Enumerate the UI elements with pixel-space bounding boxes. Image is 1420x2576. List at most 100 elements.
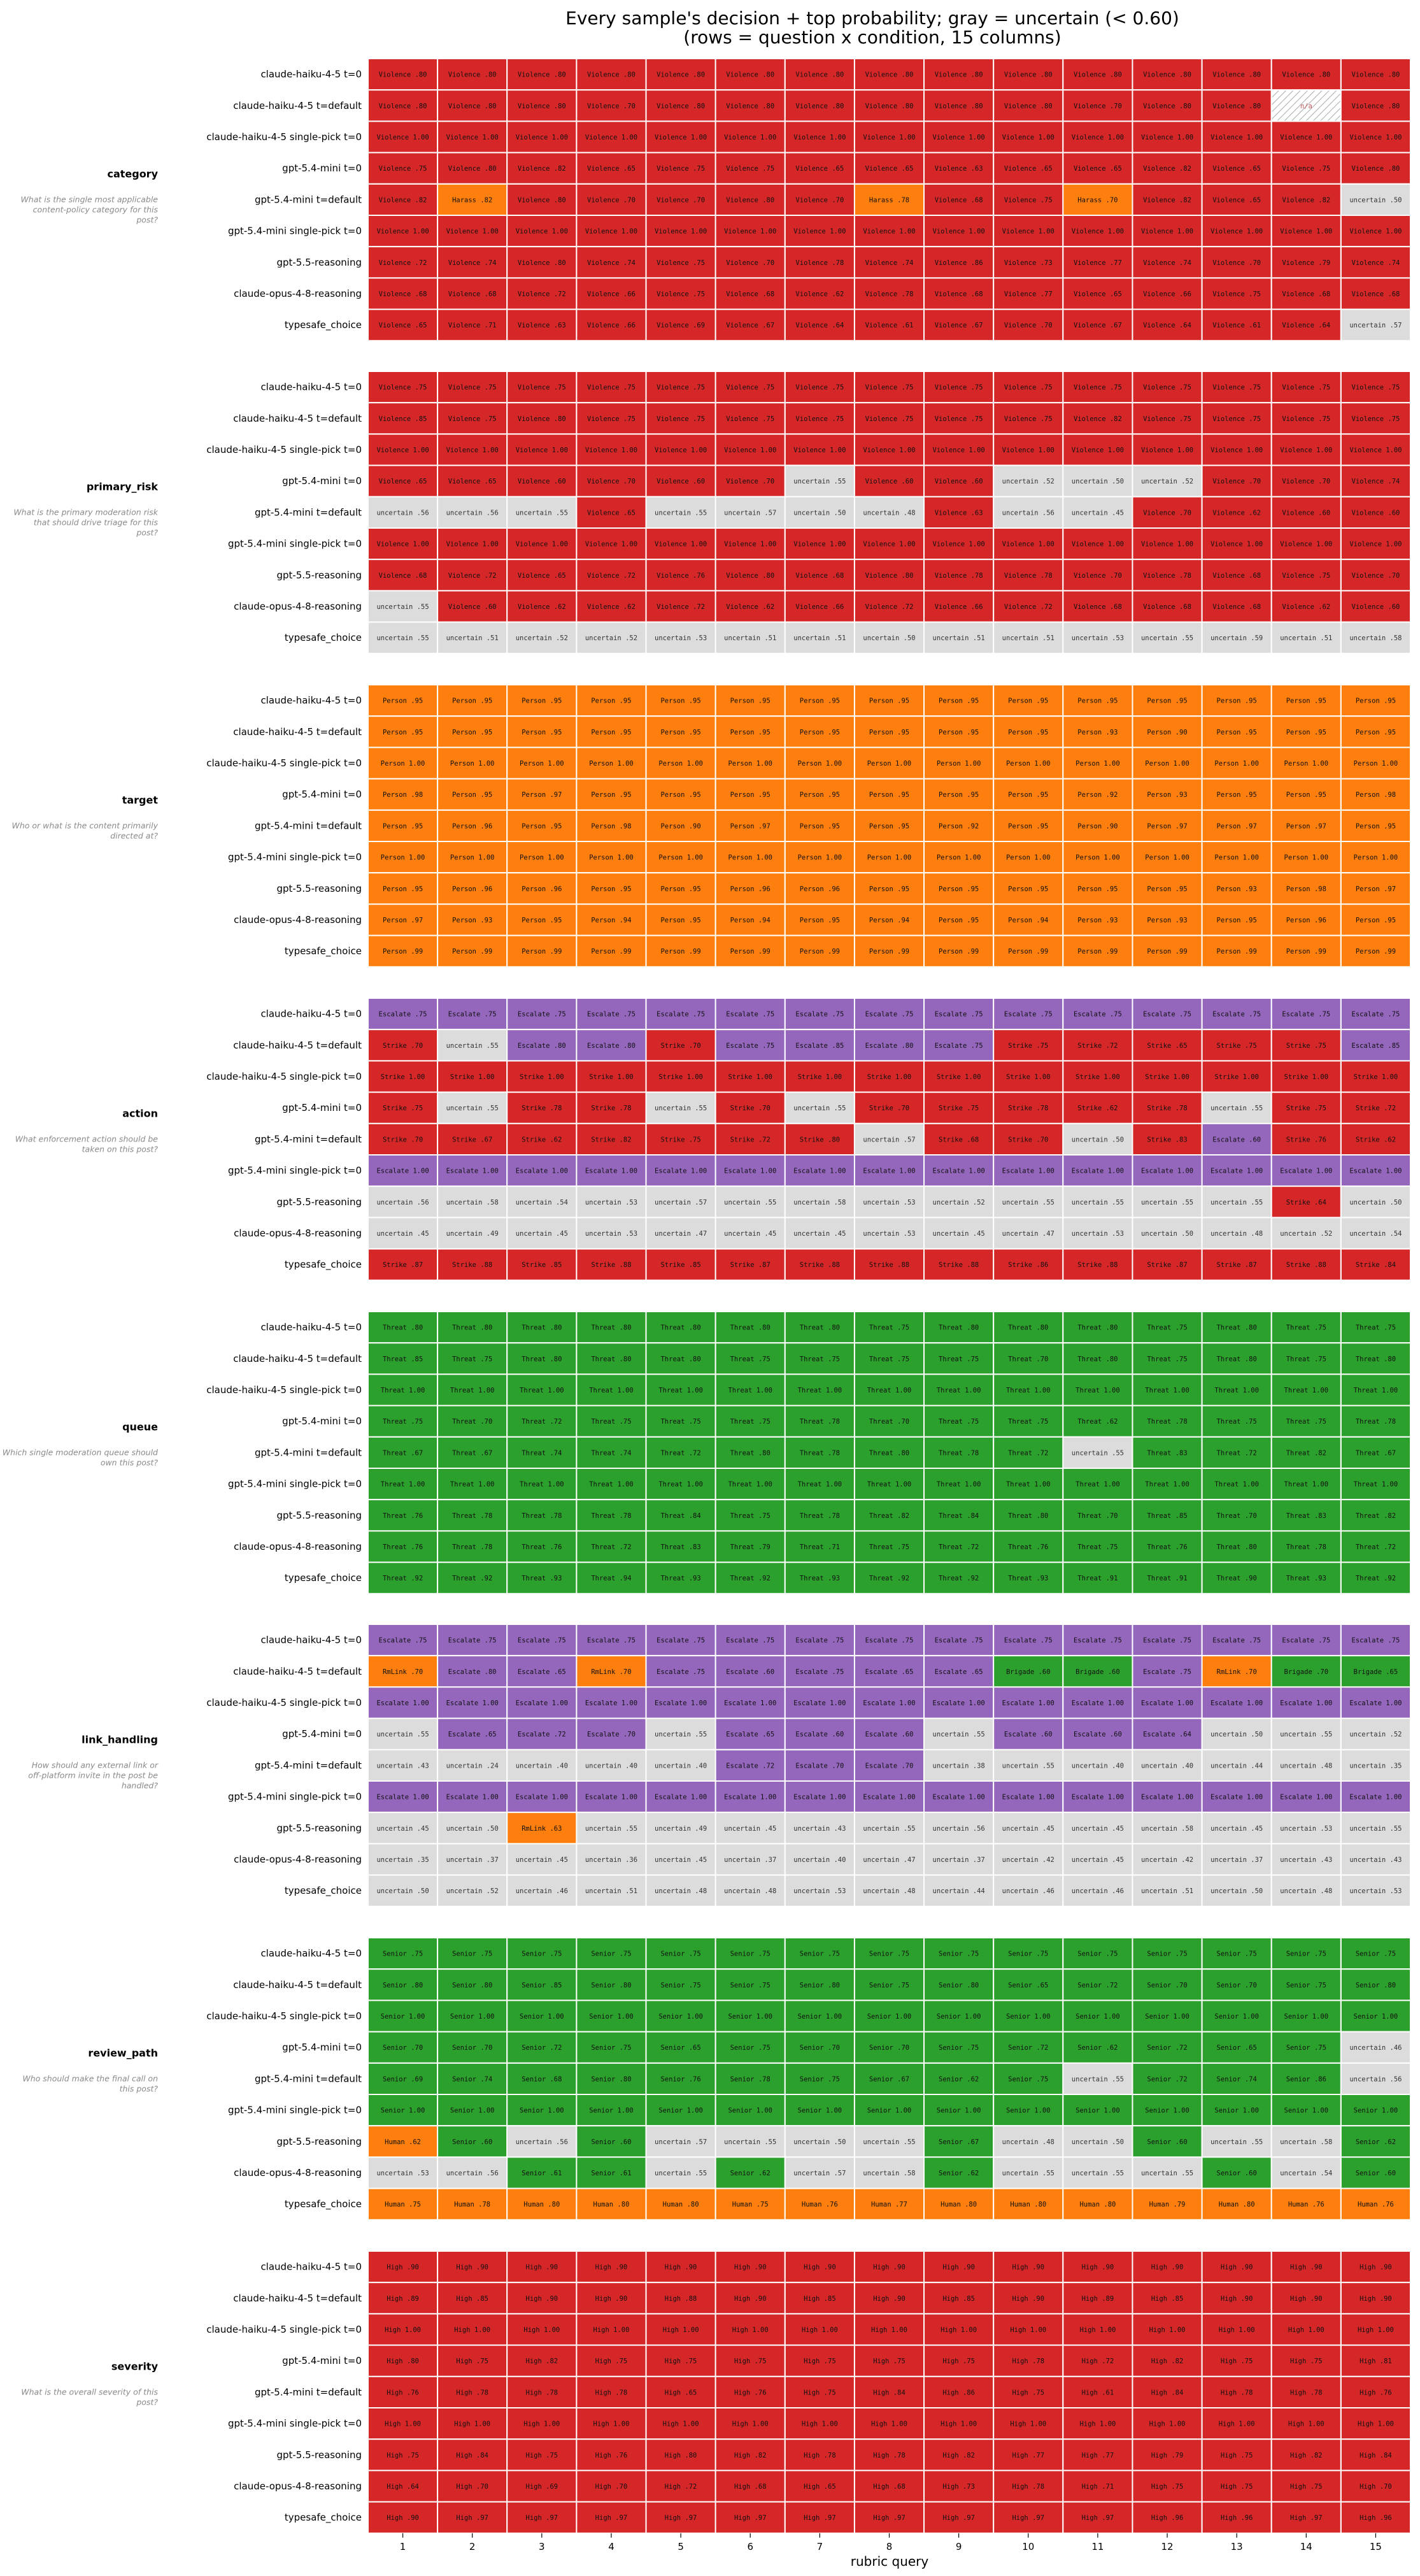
cell-label: Strike 1.00 [520,1073,564,1081]
cell-label: Senior 1.00 [937,2107,981,2115]
heatmap-cell [714,1185,786,1219]
cell-label: Threat .80 [1217,1543,1257,1551]
cell-label: High .90 [1082,2264,1114,2272]
cell-label: Violence .68 [726,290,774,298]
row-label: claude-opus-4-8-reasoning [234,1854,362,1865]
heatmap-cell [1132,998,1203,1031]
x-tick-label: 11 [1091,2541,1104,2552]
row-label: gpt-5.4-mini t=0 [282,475,362,487]
cell-label: Threat .93 [1286,1575,1326,1582]
heatmap-cell [1132,215,1203,248]
heatmap-cell [923,1185,995,1219]
cell-label: Escalate 1.00 [724,1168,776,1175]
heatmap-cell [1132,747,1203,780]
cell-label: High .97 [595,2514,628,2522]
cell-label: Escalate .80 [865,1042,914,1050]
cell-label: uncertain .50 [793,509,846,517]
cell-label: Violence .66 [1143,290,1191,298]
cell-label: High .90 [1151,2264,1184,2272]
cell-label: Strike .88 [939,1261,979,1269]
cell-label: Escalate .75 [1212,1011,1261,1019]
cell-label: Person .95 [869,791,909,799]
row-label: claude-haiku-4-5 single-pick t=0 [206,131,362,143]
cell-label: Threat .80 [383,1324,423,1332]
row-label: gpt-5.4-mini t=default [255,506,362,518]
heatmap-cell [853,464,925,497]
cell-label: Person .97 [383,917,423,924]
cell-label: Violence 1.00 [793,134,846,141]
cell-label: uncertain .54 [1349,1230,1402,1238]
cell-label: Violence .61 [1212,322,1261,329]
cell-label: Escalate .75 [935,1637,983,1645]
cell-label: Threat .70 [1008,1356,1048,1363]
x-tick-label: 4 [608,2541,614,2552]
cell-label: Threat .85 [383,1356,423,1363]
heatmap-cell [367,559,439,592]
cell-label: High .90 [526,2295,558,2303]
row-label: gpt-5.4-mini t=0 [282,2355,362,2366]
cell-label: Person .94 [591,917,631,924]
cell-label: High .90 [942,2264,975,2272]
cell-label: Senior 1.00 [1214,2107,1259,2115]
cell-label: High .70 [1360,2483,1392,2491]
cell-label: High .96 [1360,2514,1392,2522]
cell-label: Violence 1.00 [1002,447,1054,454]
heatmap-cell [1201,464,1272,497]
heatmap-cell [1132,308,1203,341]
heatmap-cell [506,89,578,122]
cell-label: High .84 [1360,2452,1392,2459]
cell-label: Person .95 [383,885,423,893]
cell-label: uncertain .56 [1002,509,1054,517]
cell-label: Violence .75 [1143,384,1191,392]
cell-label: Violence .75 [1074,384,1122,392]
heatmap-cell [1340,89,1412,122]
cell-label: Violence .68 [379,290,427,298]
cell-label: uncertain .59 [1211,634,1263,642]
cell-label: Violence .75 [726,415,774,423]
cell-label: Escalate 1.00 [1280,1794,1332,1801]
row-label: claude-opus-4-8-reasoning [234,1227,362,1239]
cell-label: Senior .74 [452,2075,492,2083]
row-label: claude-haiku-4-5 single-pick t=0 [206,1384,362,1396]
question-name: action [122,1107,158,1119]
cell-label: Strike .75 [1008,1042,1048,1050]
cell-label: High 1.00 [663,2326,699,2334]
cell-label: Strike .78 [522,1105,562,1112]
cell-label: Senior .75 [660,1982,700,1989]
cell-label: Person .94 [1008,917,1048,924]
cell-label: Human .75 [732,2201,769,2208]
cell-label: uncertain .46 [1002,1887,1054,1895]
cell-label: Person 1.00 [798,854,842,862]
row-label: claude-haiku-4-5 single-pick t=0 [206,444,362,455]
cell-label: Threat .76 [383,1543,423,1551]
heatmap-cell [714,152,786,185]
cell-label: Escalate 1.00 [585,1699,637,1707]
cell-label: uncertain .42 [1141,1856,1193,1864]
cell-label: Senior 1.00 [867,2013,912,2021]
row-label: claude-haiku-4-5 single-pick t=0 [206,2010,362,2022]
cell-label: Escalate .75 [865,1011,914,1019]
cell-label: Escalate .70 [795,1762,844,1770]
cell-label: Violence .66 [587,322,635,329]
cell-label: uncertain .58 [793,1199,846,1206]
cell-label: Senior 1.00 [520,2107,564,2115]
cell-label: High .82 [1290,2452,1323,2459]
cell-label: Person 1.00 [1214,760,1259,768]
heatmap-cell [506,903,578,936]
heatmap-cell [993,1060,1064,1093]
cell-label: Person 1.00 [1145,760,1189,768]
cell-label: Escalate 1.00 [1002,1699,1054,1707]
cell-label: Threat .75 [1356,1324,1396,1332]
cell-label: Violence .80 [1352,165,1400,173]
row-label: gpt-5.4-mini t=0 [282,789,362,800]
x-tick-label: 8 [886,2541,893,2552]
cell-label: Violence .67 [935,322,983,329]
heatmap-cell [853,152,925,185]
cell-label: uncertain .50 [793,2138,846,2146]
cell-label: Senior 1.00 [1145,2107,1189,2115]
heatmap-cell [645,1342,716,1375]
cell-label: uncertain .45 [516,1856,568,1864]
cell-label: Violence 1.00 [1002,134,1054,141]
cell-label: Violence 1.00 [1002,228,1054,236]
